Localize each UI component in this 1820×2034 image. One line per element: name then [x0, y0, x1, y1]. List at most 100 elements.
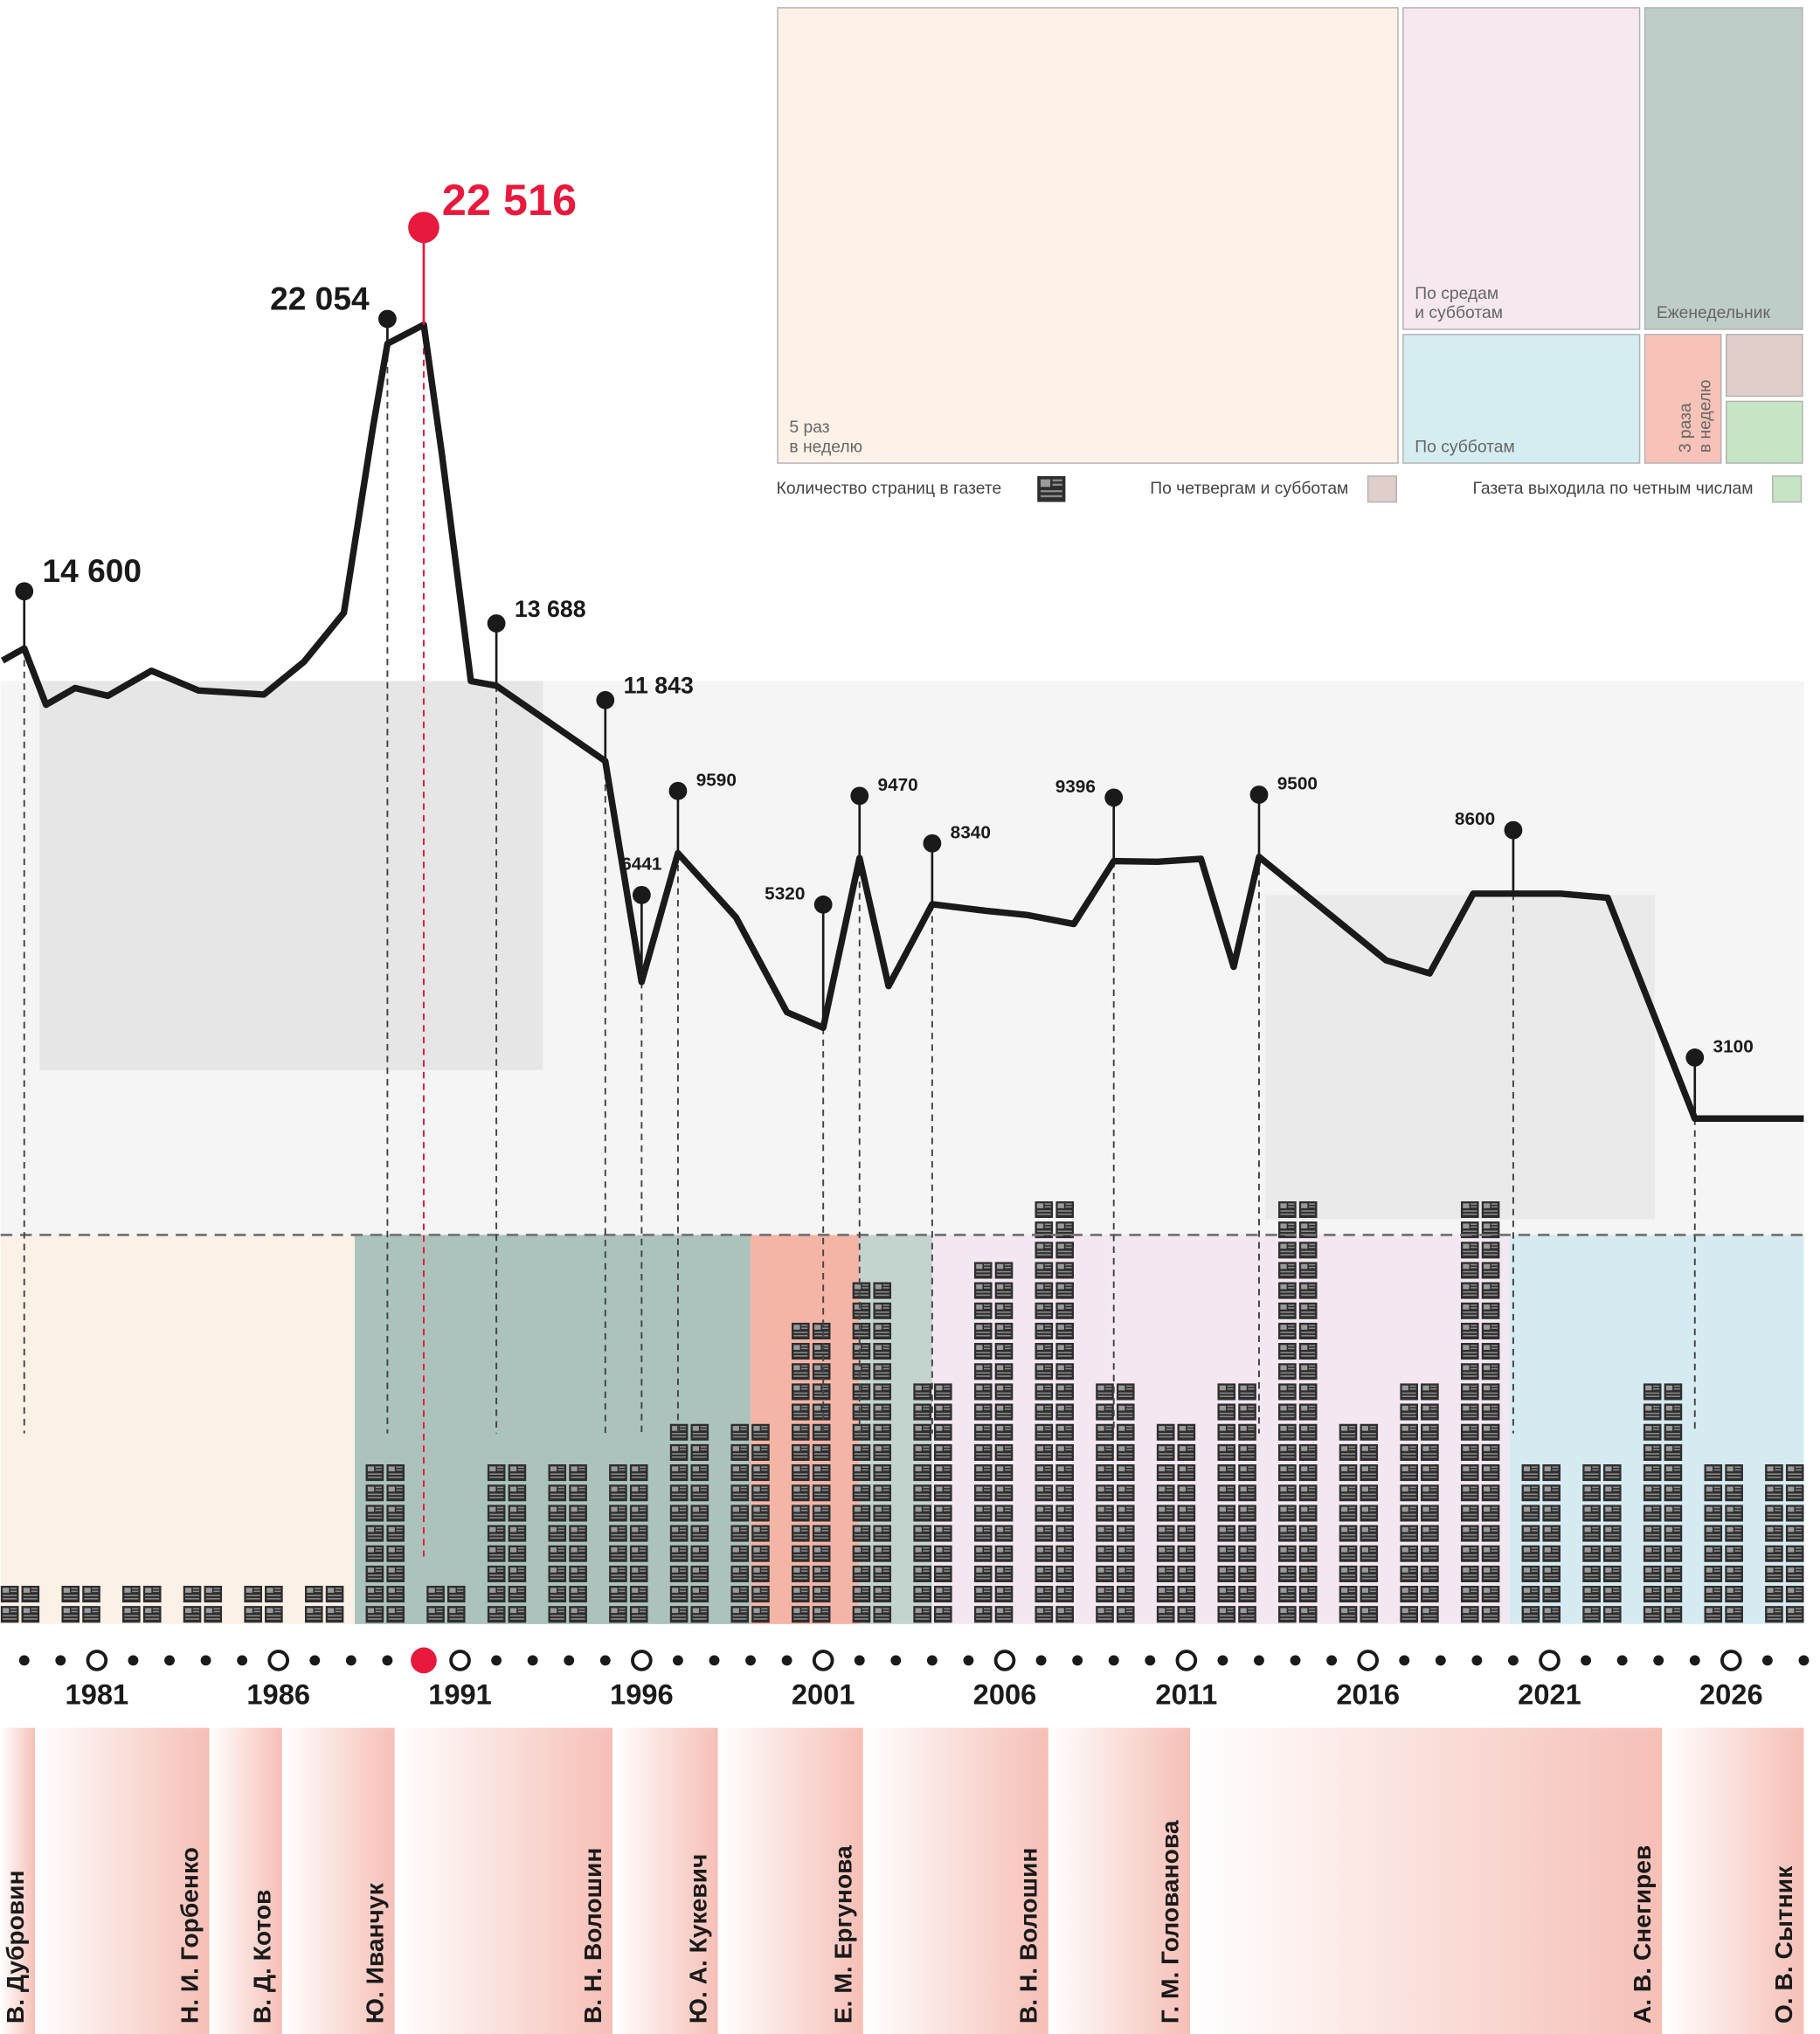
year-label: 2021	[1518, 1678, 1581, 1711]
page-icon	[1035, 1303, 1053, 1319]
page-icon	[1522, 1546, 1540, 1562]
page-icon	[1035, 1343, 1053, 1359]
page-icon	[509, 1546, 527, 1562]
year-dot	[55, 1655, 66, 1665]
year-dot	[237, 1655, 247, 1665]
pin-head	[814, 896, 833, 914]
schedule-band	[1, 1235, 355, 1623]
page-icon	[1725, 1505, 1743, 1521]
page-icon	[1664, 1464, 1683, 1481]
page-icon	[509, 1566, 527, 1582]
page-icon	[1177, 1586, 1195, 1602]
page-icon	[1461, 1505, 1479, 1521]
page-icon	[1117, 1546, 1135, 1562]
page-icon	[934, 1546, 952, 1562]
page-icon	[1055, 1343, 1074, 1359]
infographic: 14 60022 05422 51613 68811 8436441959053…	[0, 0, 1820, 2034]
page-icon	[1055, 1586, 1074, 1602]
pin-head	[850, 786, 868, 805]
page-icon	[1299, 1262, 1318, 1278]
page-icon	[690, 1484, 709, 1501]
page-icon	[1603, 1606, 1622, 1622]
page-icon	[1421, 1505, 1439, 1521]
page-icon	[609, 1464, 627, 1481]
page-icon	[1035, 1566, 1053, 1582]
page-icon	[1482, 1464, 1500, 1481]
page-icon	[873, 1484, 891, 1501]
page-icon	[813, 1343, 831, 1359]
page-icon	[1035, 1262, 1053, 1278]
page-icon	[1421, 1546, 1439, 1562]
value-label: 22 054	[270, 280, 370, 316]
page-icon	[1299, 1546, 1318, 1562]
page-icon	[873, 1546, 891, 1562]
page-icon	[1055, 1303, 1074, 1319]
page-icon	[1765, 1505, 1783, 1521]
editor-name: Ю. А. Кукевич	[683, 1854, 711, 2024]
page-icon	[488, 1606, 506, 1622]
page-icon	[1664, 1484, 1683, 1501]
page-icon	[670, 1566, 689, 1582]
page-icon	[1217, 1505, 1235, 1521]
page-icon	[853, 1546, 871, 1562]
year-dot	[309, 1655, 320, 1665]
page-icon	[934, 1444, 952, 1461]
page-icon	[690, 1464, 709, 1481]
page-icon	[386, 1566, 405, 1582]
page-icon	[1482, 1546, 1500, 1562]
page-icon	[366, 1586, 384, 1602]
page-icon	[1603, 1566, 1622, 1582]
page-icon	[873, 1323, 891, 1339]
page-icon	[1, 1586, 19, 1602]
page-icon	[1035, 1586, 1053, 1602]
page-icon	[1482, 1424, 1500, 1441]
page-icon	[1238, 1606, 1256, 1622]
page-icon	[447, 1606, 466, 1622]
page-icon	[730, 1546, 749, 1562]
page-icon	[1482, 1403, 1500, 1420]
page-icon	[670, 1525, 689, 1541]
year-tick	[996, 1651, 1014, 1670]
page-icon	[1482, 1505, 1500, 1521]
page-icon	[1299, 1484, 1318, 1501]
page-icon	[1238, 1566, 1256, 1582]
page-icon	[569, 1606, 587, 1622]
page-icon	[853, 1303, 871, 1319]
year-tick	[633, 1651, 651, 1670]
page-icon	[630, 1505, 648, 1521]
page-icon	[934, 1505, 952, 1521]
page-icon	[426, 1586, 445, 1602]
page-icon	[1421, 1606, 1439, 1622]
page-icon	[792, 1586, 810, 1602]
editor-name: В. Дубровин	[1, 1870, 29, 2024]
page: Тираж газеты {"chart_data": [ {"type": "…	[0, 0, 1820, 2034]
page-icon	[934, 1606, 952, 1622]
page-icon	[1360, 1444, 1378, 1461]
page-icon	[873, 1505, 891, 1521]
page-icon	[1461, 1303, 1479, 1319]
page-icon	[1400, 1566, 1418, 1582]
page-icon	[690, 1606, 709, 1622]
page-icon	[670, 1505, 689, 1521]
page-icon	[1299, 1283, 1318, 1299]
page-icon	[1482, 1303, 1500, 1319]
page-icon	[995, 1566, 1014, 1582]
year-dot	[1326, 1655, 1337, 1665]
page-icon	[1217, 1403, 1235, 1420]
page-icon	[813, 1525, 831, 1541]
page-icon	[1400, 1424, 1418, 1441]
page-icon	[386, 1606, 405, 1622]
page-icon	[690, 1525, 709, 1541]
page-icon	[1725, 1546, 1743, 1562]
page-icon	[995, 1424, 1014, 1441]
page-icon	[730, 1484, 749, 1501]
page-icon	[305, 1586, 323, 1602]
page-icon	[143, 1606, 162, 1622]
page-icon	[751, 1566, 770, 1582]
page-icon	[1299, 1566, 1318, 1582]
page-icon	[1725, 1566, 1743, 1582]
pin-head	[669, 782, 688, 800]
page-icon	[913, 1464, 931, 1481]
pin-head	[923, 834, 941, 853]
page-icon	[1278, 1444, 1297, 1461]
